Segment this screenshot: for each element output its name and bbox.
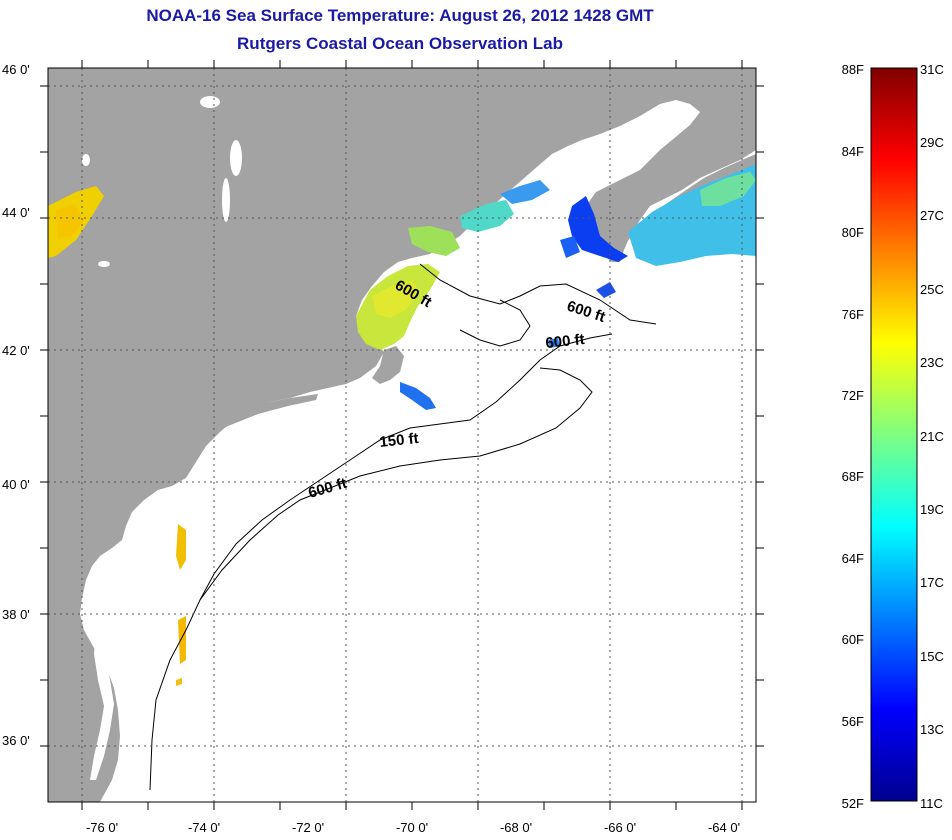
contour-600ft-shelf xyxy=(149,367,593,791)
cb-c-21: 21C xyxy=(920,429,944,444)
longitude-labels: -76 0' -74 0' -72 0' -70 0' -68 0' -66 0… xyxy=(86,820,740,835)
delaware-bay xyxy=(132,520,162,576)
cb-f-88: 88F xyxy=(842,62,864,77)
latitude-labels: 46 0' 44 0' 42 0' 40 0' 38 0' 36 0' xyxy=(2,62,30,748)
land-long-island xyxy=(200,394,318,440)
lon-label-72: -72 0' xyxy=(292,820,324,835)
cb-f-60: 60F xyxy=(842,632,864,647)
lat-label-38: 38 0' xyxy=(2,607,30,622)
cb-c-15: 15C xyxy=(920,649,944,664)
lat-label-36: 36 0' xyxy=(2,733,30,748)
cb-f-52: 52F xyxy=(842,796,864,811)
cb-c-17: 17C xyxy=(920,575,944,590)
lat-label-40: 40 0' xyxy=(2,477,30,492)
sst-observations xyxy=(48,164,756,686)
contour-label-georges-south: 600 ft xyxy=(545,331,586,352)
cb-f-64: 64F xyxy=(842,551,864,566)
chesapeake-bay xyxy=(90,560,120,780)
bathymetry-contours xyxy=(149,263,657,791)
land-mainland xyxy=(48,68,756,802)
cb-c-29: 29C xyxy=(920,135,944,150)
cb-f-68: 68F xyxy=(842,469,864,484)
lat-label-44: 44 0' xyxy=(2,205,30,220)
cb-f-84: 84F xyxy=(842,144,864,159)
land-cape-cod xyxy=(372,346,404,384)
cb-f-80: 80F xyxy=(842,225,864,240)
lat-label-46: 46 0' xyxy=(2,62,30,77)
contour-600ft-gulf xyxy=(419,263,657,325)
cb-f-56: 56F xyxy=(842,714,864,729)
lon-label-66: -66 0' xyxy=(604,820,636,835)
temperature-colorbar xyxy=(870,67,918,802)
contour-gulf-basin xyxy=(459,299,531,347)
contour-150ft xyxy=(199,333,613,601)
map-frame xyxy=(47,67,757,803)
lon-label-76: -76 0' xyxy=(86,820,118,835)
lon-label-70: -70 0' xyxy=(396,820,428,835)
lon-label-74: -74 0' xyxy=(188,820,220,835)
lat-label-42: 42 0' xyxy=(2,343,30,358)
cb-c-19: 19C xyxy=(920,502,944,517)
contour-label-150ft: 150 ft xyxy=(379,430,420,451)
lon-label-68: -68 0' xyxy=(500,820,532,835)
cb-c-25: 25C xyxy=(920,282,944,297)
map-subtitle: Rutgers Coastal Ocean Observation Lab xyxy=(237,34,563,53)
inland-lakes xyxy=(82,96,242,267)
map-title: NOAA-16 Sea Surface Temperature: August … xyxy=(146,6,654,25)
graticule xyxy=(48,68,756,802)
lon-label-64: -64 0' xyxy=(708,820,740,835)
cb-f-72: 72F xyxy=(842,388,864,403)
colorbar-celsius-labels: 31C 29C 27C 25C 23C 21C 19C 17C 15C 13C … xyxy=(920,62,944,811)
cb-c-11: 11C xyxy=(920,796,943,811)
colorbar-fahrenheit-labels: 88F 84F 80F 76F 72F 68F 64F 60F 56F 52F xyxy=(842,62,864,811)
cb-c-23: 23C xyxy=(920,355,944,370)
cb-f-76: 76F xyxy=(842,307,864,322)
cb-c-27: 27C xyxy=(920,208,944,223)
cb-c-13: 13C xyxy=(920,722,944,737)
frame-ticks xyxy=(40,60,764,810)
cb-c-31: 31C xyxy=(920,62,944,77)
